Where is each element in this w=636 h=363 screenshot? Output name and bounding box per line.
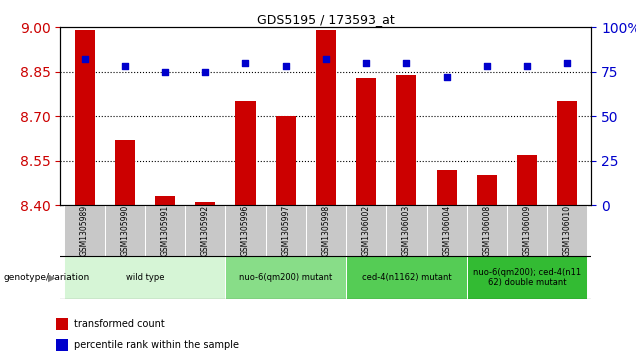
Point [120,64,130,69]
Title: GDS5195 / 173593_at: GDS5195 / 173593_at [257,13,395,26]
Point [401,60,411,66]
Bar [477,175,497,205]
Text: GSM1305992: GSM1305992 [201,205,210,256]
Bar [266,205,306,256]
Text: GSM1305989: GSM1305989 [80,205,89,256]
Text: nuo-6(qm200); ced-4(n11
62) double mutant: nuo-6(qm200); ced-4(n11 62) double mutan… [473,268,581,287]
Bar [346,205,386,256]
Point [80,56,90,62]
Bar [225,256,346,299]
Text: GSM1305998: GSM1305998 [321,205,331,256]
Point [482,64,492,69]
Text: GSM1306010: GSM1306010 [563,205,572,256]
Text: GSM1306003: GSM1306003 [402,205,411,256]
Text: wild type: wild type [126,273,164,282]
Bar [436,170,457,205]
Bar [225,205,266,256]
Bar [507,205,547,256]
Text: GSM1305996: GSM1305996 [241,205,250,256]
Bar [547,205,588,256]
Bar [195,202,216,205]
Bar [467,256,588,299]
Text: GSM1306009: GSM1306009 [523,205,532,256]
Bar [275,116,296,205]
Text: GSM1306008: GSM1306008 [482,205,492,256]
Bar [467,205,507,256]
Bar [64,256,225,299]
Bar [386,205,427,256]
Bar [155,196,175,205]
Bar [74,30,95,205]
Point [562,60,572,66]
Text: ced-4(n1162) mutant: ced-4(n1162) mutant [362,273,451,282]
Text: GSM1306002: GSM1306002 [362,205,371,256]
Point [280,64,291,69]
Text: genotype/variation: genotype/variation [3,273,90,282]
Text: GSM1305997: GSM1305997 [281,205,290,256]
Bar [427,205,467,256]
Bar [105,205,145,256]
Point [160,69,170,75]
Text: ▶: ▶ [48,273,55,283]
Bar [356,78,377,205]
Text: transformed count: transformed count [74,319,164,329]
Bar [517,155,537,205]
Text: GSM1305990: GSM1305990 [120,205,129,256]
Bar [145,205,185,256]
Bar [306,205,346,256]
Point [522,64,532,69]
Point [441,74,452,80]
Point [361,60,371,66]
Text: percentile rank within the sample: percentile rank within the sample [74,340,239,350]
Bar [316,30,336,205]
Bar [114,140,135,205]
Point [321,56,331,62]
Point [240,60,251,66]
Text: GSM1305991: GSM1305991 [160,205,170,256]
Bar [185,205,225,256]
Bar [57,318,68,330]
Bar [235,101,256,205]
Text: GSM1306004: GSM1306004 [442,205,451,256]
Bar [396,75,417,205]
Point [200,69,211,75]
Bar [346,256,467,299]
Bar [64,205,105,256]
Text: nuo-6(qm200) mutant: nuo-6(qm200) mutant [239,273,333,282]
Bar [57,339,68,351]
Bar [557,101,577,205]
